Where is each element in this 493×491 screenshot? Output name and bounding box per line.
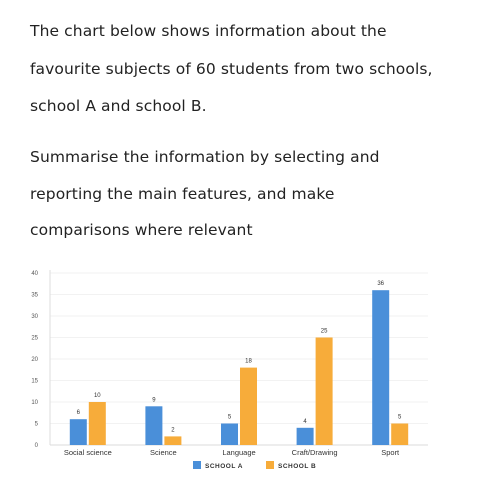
data-label: 5 xyxy=(398,415,402,421)
bar-school-a xyxy=(145,406,163,445)
prompt-line-4: Summarise the information by selecting a… xyxy=(30,148,380,166)
y-tick-label: 10 xyxy=(31,400,38,406)
bar-school-b xyxy=(88,402,106,445)
y-tick-label: 15 xyxy=(31,379,38,385)
data-label: 6 xyxy=(77,410,81,416)
grid-lines xyxy=(50,272,428,446)
legend-swatch xyxy=(193,461,201,469)
y-tick-label: 20 xyxy=(31,357,38,363)
y-tick-label: 25 xyxy=(31,336,38,342)
bar-school-a xyxy=(296,427,314,445)
bar-school-b xyxy=(391,423,409,445)
bar-school-a xyxy=(221,423,238,445)
prompt-line-2: favourite subjects of 60 students from t… xyxy=(30,60,433,78)
y-tick-label: 5 xyxy=(35,422,39,428)
bar-school-b xyxy=(164,436,182,445)
prompt-line-6: comparisons where relevant xyxy=(30,221,253,239)
data-label: 9 xyxy=(152,397,156,403)
x-axis-labels: Social science Science Language Craft/Drawi… xyxy=(64,448,400,457)
legend-label: SCHOOL B xyxy=(278,463,316,470)
bar-school-a xyxy=(372,290,390,445)
x-category-label: Social science xyxy=(64,448,112,457)
data-label: 10 xyxy=(94,393,101,399)
y-tick-label: 35 xyxy=(31,293,38,299)
y-tick-label: 0 xyxy=(35,443,39,449)
legend: SCHOOL A SCHOOL B xyxy=(193,461,316,470)
x-category-label: Sport xyxy=(381,448,400,457)
data-label: 36 xyxy=(377,281,384,287)
y-tick-label: 40 xyxy=(31,271,38,277)
legend-swatch xyxy=(266,461,274,469)
data-label: 18 xyxy=(245,359,252,365)
x-category-label: Science xyxy=(150,448,177,457)
data-label: 2 xyxy=(171,427,175,433)
x-category-label: Language xyxy=(222,448,255,457)
y-tick-label: 30 xyxy=(31,314,38,320)
prompt-line-5: reporting the main features, and make xyxy=(30,185,335,203)
bar-school-b xyxy=(315,337,333,445)
data-label: 5 xyxy=(228,415,232,421)
prompt-line-1: The chart below shows information about … xyxy=(30,22,387,40)
bar-school-a xyxy=(69,419,87,445)
legend-label: SCHOOL A xyxy=(205,463,243,470)
bars xyxy=(69,290,409,445)
x-category-label: Craft/Drawing xyxy=(292,448,338,457)
data-label: 25 xyxy=(321,329,328,335)
bar-school-b xyxy=(240,367,257,445)
data-label: 4 xyxy=(303,419,307,425)
y-axis: 0 5 10 15 20 25 30 35 40 xyxy=(31,270,51,449)
prompt-line-3: school A and school B. xyxy=(30,97,207,115)
